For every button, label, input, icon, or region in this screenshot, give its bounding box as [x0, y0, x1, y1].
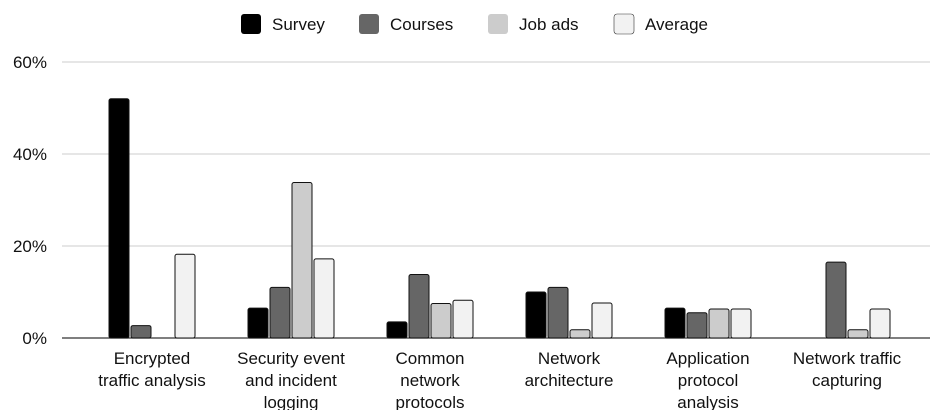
bar-courses: [269, 286, 291, 339]
gridlines: [62, 61, 930, 339]
bar-job-ads: [430, 303, 452, 339]
bar-group: [386, 274, 474, 339]
bar-job-ads: [569, 329, 591, 339]
bar-average: [174, 253, 196, 339]
legend-label: Average: [645, 15, 708, 34]
bar-job-ads: [291, 182, 313, 339]
x-axis-labels: Encrypted traffic analysis Security event a…: [98, 349, 901, 410]
bar-survey: [664, 307, 686, 339]
legend-item: Survey: [241, 14, 325, 34]
legend-item: Average: [613, 13, 708, 35]
bar-courses: [825, 261, 847, 339]
x-category-label: analysis: [677, 393, 738, 410]
bar-job-ads: [708, 308, 730, 339]
legend-item: Courses: [359, 14, 453, 34]
bar-group: [664, 307, 752, 339]
bar-group: [247, 182, 335, 339]
y-tick-label: 20%: [13, 237, 47, 256]
x-category-label: protocol: [678, 371, 738, 390]
bar-average: [313, 258, 335, 339]
x-category-label: protocols: [396, 393, 465, 410]
bar-average: [452, 299, 474, 339]
y-tick-label: 0%: [22, 329, 47, 348]
x-category-label: Security event: [237, 349, 345, 368]
legend-item: Job ads: [488, 14, 579, 34]
x-category-label: logging: [264, 393, 319, 410]
y-tick-label: 60%: [13, 53, 47, 72]
y-tick-label: 40%: [13, 145, 47, 164]
bar-group: [825, 261, 891, 339]
x-category-label: architecture: [525, 371, 614, 390]
bar-survey: [525, 291, 547, 339]
legend-label: Job ads: [519, 15, 579, 34]
x-category-label: network: [400, 371, 460, 390]
bar-average: [869, 308, 891, 339]
legend-swatch: [241, 14, 261, 34]
x-category-label: traffic analysis: [98, 371, 205, 390]
x-category-label: Encrypted: [114, 349, 191, 368]
legend-swatch: [359, 14, 379, 34]
bar-survey: [247, 307, 269, 339]
x-category-label: Network traffic: [793, 349, 902, 368]
bar-courses: [130, 325, 152, 339]
bar-courses: [408, 274, 430, 339]
legend-swatch: [488, 14, 508, 34]
bar-group: [525, 286, 613, 339]
bar-job-ads: [847, 329, 869, 339]
legend: Survey Courses Job ads Average: [241, 13, 708, 35]
x-category-label: capturing: [812, 371, 882, 390]
x-category-label: and incident: [245, 371, 337, 390]
x-category-label: Application: [666, 349, 749, 368]
bar-courses: [686, 312, 708, 339]
bar-average: [730, 308, 752, 339]
bar-group: [108, 98, 196, 339]
bar-courses: [547, 286, 569, 339]
y-axis-ticks: 0% 20% 40% 60%: [13, 53, 47, 348]
x-category-label: Network: [538, 349, 601, 368]
bar-average: [591, 302, 613, 339]
legend-label: Courses: [390, 15, 453, 34]
x-category-label: Common: [396, 349, 465, 368]
legend-swatch: [613, 13, 635, 35]
bar-survey: [108, 98, 130, 339]
bars: [108, 98, 891, 339]
legend-label: Survey: [272, 15, 325, 34]
bar-survey: [386, 321, 408, 339]
